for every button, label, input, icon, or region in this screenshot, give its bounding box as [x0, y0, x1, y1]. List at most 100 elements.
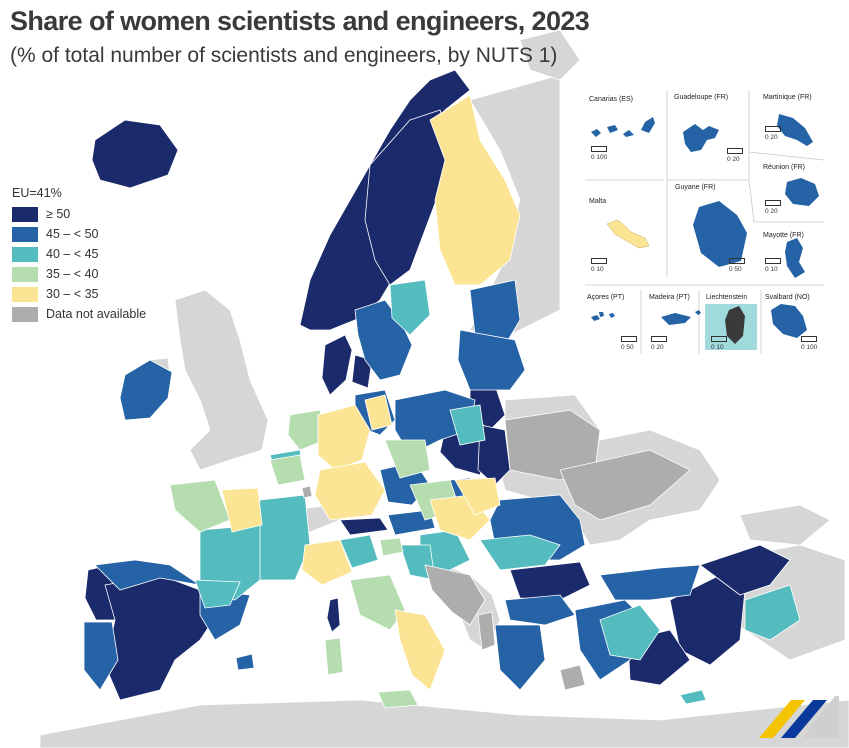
region-sardinia	[324, 637, 344, 676]
malta-shape	[606, 219, 650, 249]
inset-label: Madeira (PT)	[649, 294, 690, 301]
inset-label: Svalbard (NO)	[765, 294, 810, 301]
region-bulgaria	[509, 561, 591, 601]
scale-bar	[711, 336, 727, 342]
region-finland-south	[389, 279, 431, 336]
legend-swatch	[12, 306, 38, 322]
scale-bar	[591, 146, 607, 152]
region-germany-ne	[364, 394, 393, 431]
region-cyprus	[679, 689, 707, 705]
region-baltics	[457, 329, 526, 391]
region-greece-north	[504, 594, 576, 626]
inset-label: Liechtenstein	[706, 294, 748, 301]
region-balearic	[235, 653, 255, 671]
region-moldova-ukraine-na	[559, 449, 691, 521]
legend-swatch	[12, 246, 38, 262]
region-finland-north	[429, 94, 521, 286]
svalbard-shape	[771, 304, 807, 338]
region-france-west	[169, 479, 231, 533]
region-greece-central	[494, 624, 546, 691]
insets-panel: Canarias (ES) Guadeloupe (FR) Martinique…	[579, 82, 830, 362]
inset-label: Guadeloupe (FR)	[674, 94, 729, 101]
region-germany-south	[314, 461, 386, 521]
region-sweden-north	[364, 109, 451, 286]
region-poland-central	[449, 404, 486, 446]
uk-great-britain	[174, 289, 269, 471]
svalbard-mainland-hint	[519, 29, 581, 81]
legend-label: 35 – < 40	[46, 267, 99, 281]
acores-shape	[591, 312, 615, 321]
region-greece-island-na	[559, 664, 586, 691]
legend-swatch	[12, 206, 38, 222]
inset-scale: 0 10	[591, 258, 607, 273]
region-turkey-northeast	[699, 544, 791, 596]
region-france-north	[221, 487, 263, 533]
madeira-shape	[661, 310, 701, 325]
region-poland-southeast	[477, 424, 511, 486]
guadeloupe-shape	[683, 124, 719, 152]
region-italy-south	[394, 609, 446, 691]
regions-30-35	[221, 94, 521, 691]
region-france-southwest	[194, 579, 241, 609]
inset-label: Réunion (FR)	[763, 164, 806, 171]
scale-bar	[651, 336, 667, 342]
legend-label: 30 – < 35	[46, 287, 99, 301]
region-netherlands	[287, 409, 326, 451]
region-western-balkans-na	[424, 564, 486, 626]
region-ireland	[119, 359, 173, 421]
region-italy-northwest	[301, 539, 353, 586]
region-corsica	[326, 597, 341, 633]
inset-label: Canarias (ES)	[589, 96, 633, 103]
inset-scale: 0 10	[711, 336, 727, 351]
scale-bar	[765, 258, 781, 264]
reunion-shape	[785, 178, 819, 206]
caucasus	[739, 504, 831, 546]
scale-bar	[591, 258, 607, 264]
inset-scale: 0 10	[765, 258, 781, 273]
legend-item: Data not available	[12, 304, 146, 324]
legend-item: 35 – < 40	[12, 264, 146, 284]
inset-label: Malta	[589, 198, 607, 205]
legend-item: 40 – < 45	[12, 244, 146, 264]
region-portugal-south	[83, 621, 119, 691]
scale-bar	[765, 126, 781, 132]
scale-bar	[727, 148, 743, 154]
inset-scale: 0 100	[801, 336, 817, 351]
inset-scale: 0 20	[765, 126, 781, 141]
inset-label: Guyane (FR)	[675, 184, 716, 191]
mayotte-shape	[785, 238, 805, 278]
russia-west	[469, 74, 561, 341]
scale-bar	[801, 336, 817, 342]
region-iceland	[91, 119, 179, 189]
inset-label: Mayotte (FR)	[763, 232, 804, 239]
inset-scale: 0 100	[591, 146, 607, 161]
legend-item: ≥ 50	[12, 204, 146, 224]
legend-item: 30 – < 35	[12, 284, 146, 304]
region-sicily	[377, 689, 419, 709]
region-germany-central	[317, 404, 371, 471]
inset-scale: 0 50	[729, 258, 745, 273]
liechtenstein-shape	[725, 306, 745, 344]
regions-not-available	[301, 409, 691, 691]
legend-label: Data not available	[46, 307, 147, 321]
insets-shapes	[585, 90, 825, 354]
canarias-shape	[591, 117, 655, 137]
inset-label: Açores (PT)	[587, 294, 625, 301]
region-france-east	[254, 494, 311, 581]
inset-scale: 0 20	[727, 148, 743, 163]
scale-bar	[729, 258, 745, 264]
region-turkey-east-cyan	[744, 584, 801, 641]
legend-swatch	[12, 286, 38, 302]
legend-swatch	[12, 226, 38, 242]
region-albania-na	[477, 611, 496, 651]
legend-header: EU=41%	[12, 186, 62, 200]
legend-label: 45 – < 50	[46, 227, 99, 241]
scale-bar	[765, 200, 781, 206]
region-romania-south	[479, 534, 561, 571]
regions-35-40	[169, 409, 461, 709]
region-italy-north-cyan	[339, 534, 379, 569]
region-turkey-south-central	[599, 604, 661, 661]
legend-swatch	[12, 266, 38, 282]
inset-label: Martinique (FR)	[763, 94, 812, 101]
